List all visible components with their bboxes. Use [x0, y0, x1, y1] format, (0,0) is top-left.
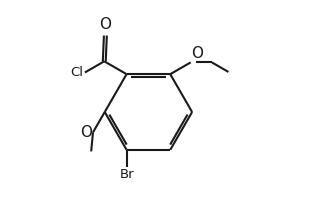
Text: O: O	[191, 46, 204, 61]
Text: Br: Br	[119, 168, 134, 181]
Text: O: O	[80, 125, 92, 140]
Text: O: O	[100, 17, 111, 32]
Text: Cl: Cl	[70, 66, 83, 79]
